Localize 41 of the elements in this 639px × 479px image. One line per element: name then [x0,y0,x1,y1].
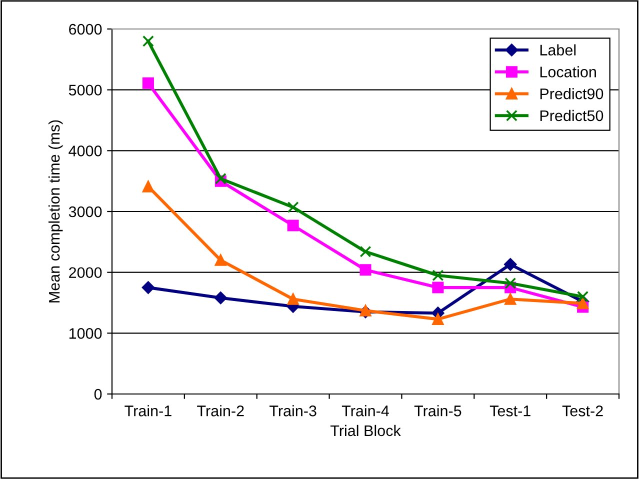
point [214,292,227,304]
point [504,293,516,305]
point [432,282,444,294]
y-tick-label: 1000 [69,328,102,339]
legend-label: Predict50 [540,110,604,122]
legend-label: Location [540,66,596,78]
point [432,313,444,325]
y-tick-label: 0 [94,388,102,400]
y-tick-label: 5000 [68,84,102,96]
point [287,220,299,232]
x-axis-title: Trial Block [330,424,401,436]
x-tick-label: Test-1 [490,406,530,416]
legend-label: Label [540,44,576,56]
point [287,293,299,305]
point [142,77,154,89]
point [504,258,517,271]
x-tick-label: Train-4 [342,405,389,416]
point [360,264,372,276]
point [577,298,589,310]
point [360,304,372,316]
x-tick-label: Test-2 [562,406,603,416]
point [142,281,155,294]
legend-label: Predict90 [540,88,604,100]
y-tick-label: 4000 [68,146,102,156]
y-tick-label: 2000 [69,267,102,278]
point [214,254,226,266]
x-tick-label: Train-3 [270,405,316,416]
y-axis-title: Mean completion time (ms) [48,120,63,302]
point [360,246,372,258]
point [577,290,589,302]
point [214,172,226,184]
point [142,180,154,192]
y-tick-label: 6000 [69,24,102,35]
x-tick-label: Train-2 [197,405,244,416]
point [287,201,299,214]
point [432,270,444,282]
point [504,278,516,290]
x-tick-label: Train-1 [124,405,172,416]
point [142,35,154,47]
y-tick-label: 3000 [68,206,102,218]
x-tick-label: Train-5 [414,405,462,416]
